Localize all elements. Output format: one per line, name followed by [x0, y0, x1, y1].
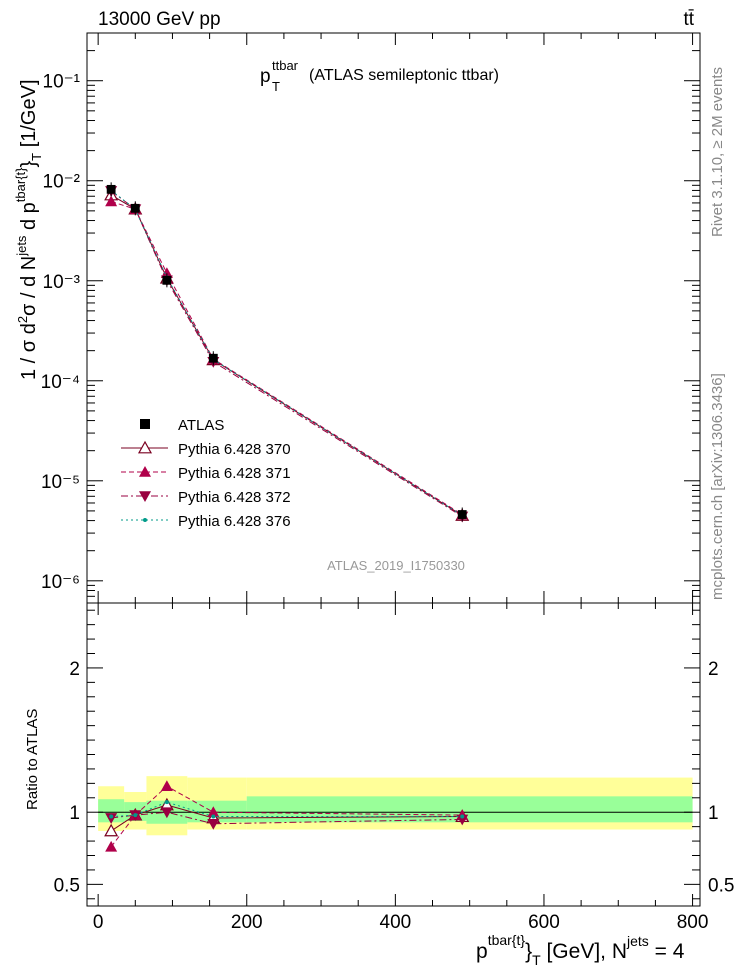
tick-labels: 0 200 400 600 800 10⁻⁶ 10⁻⁵ 10⁻⁴ 10⁻³ 10⁻² 10⁻¹ 0.5…: [41, 72, 735, 933]
data-point: [208, 353, 218, 363]
ratio-point: [207, 818, 220, 830]
legend-marker: [137, 440, 153, 454]
x-axis-label: ptbar{t}}T [GeV], Njets = 4: [476, 932, 685, 968]
ratio-point: [160, 807, 173, 819]
ratio-y-tick-label: 1: [69, 803, 80, 824]
x-tick-label: 200: [231, 912, 263, 933]
x-tick-label: 0: [93, 912, 104, 933]
ratio-point: [104, 823, 119, 837]
y-tick-label: 10⁻²: [43, 172, 81, 193]
title-sup: ttbar: [272, 58, 299, 73]
legend-label: ATLAS: [178, 417, 224, 434]
svg-text:ptbar{t}}T [GeV], Njets = 4: ptbar{t}}T [GeV], Njets = 4: [476, 932, 685, 968]
ratio-point: [109, 814, 114, 819]
rivet-label: Rivet 3.1.10, ≥ 2M events: [709, 67, 726, 237]
ratio-point: [105, 813, 118, 824]
title-sub: T: [272, 79, 280, 94]
legend: ATLAS Pythia 6.428 370 Pythia 6.428 371 Pyt…: [121, 417, 291, 530]
series-point: [160, 267, 173, 279]
ratio-line: [111, 801, 463, 818]
legend-label: Pythia 6.428 370: [178, 441, 291, 458]
data-point: [457, 510, 467, 519]
x-tick-label: 400: [380, 912, 412, 933]
legend-marker: [139, 466, 151, 477]
y-tick-label: 10⁻⁵: [41, 472, 80, 493]
ratio-y-tick-label: 2: [69, 659, 80, 680]
series-point: [105, 195, 118, 207]
x-tick-label: 800: [677, 912, 709, 933]
ratio-point: [160, 780, 173, 792]
y-tick-label: 10⁻⁶: [41, 572, 80, 593]
title-rest: (ATLAS semileptonic ttbar): [309, 67, 499, 84]
mcplots-label: mcplots.cern.ch [arXiv:1306.3436]: [709, 373, 726, 600]
ratio-point: [456, 814, 469, 826]
ratio-point: [164, 800, 169, 805]
ratio-point: [133, 813, 138, 818]
title-main: p: [260, 66, 271, 87]
svg-text:1 / σ d2σ / d Njets d ptbar{t}: 1 / σ d2σ / d Njets d ptbar{t}}T [1/GeV]: [13, 79, 44, 380]
legend-marker-data: [140, 419, 150, 429]
legend-label: Pythia 6.428 371: [178, 465, 291, 482]
y-axis-label-main: 1 / σ d2σ / d Njets d ptbar{t}}T [1/GeV]: [13, 79, 44, 380]
legend-label: Pythia 6.428 372: [178, 489, 291, 506]
ratio-point: [105, 840, 118, 852]
y-tick-label: 10⁻¹: [43, 72, 81, 93]
series-layer: [104, 182, 470, 852]
legend-marker: [143, 518, 147, 522]
header-right: tt̄: [683, 9, 694, 30]
legend-marker: [139, 491, 151, 502]
data-point: [162, 275, 172, 285]
ratio-y-tick-label-right: 2: [708, 659, 719, 680]
header-left: 13000 GeV pp: [98, 9, 221, 30]
data-point: [106, 184, 116, 194]
plot-title: p ttbar T (ATLAS semileptonic ttbar): [260, 58, 499, 94]
ratio-bands: [98, 776, 693, 836]
ratio-point: [207, 806, 220, 818]
data-point: [130, 203, 140, 213]
watermark: ATLAS_2019_I1750330: [327, 558, 465, 573]
legend-label: Pythia 6.428 376: [178, 513, 291, 530]
axis-ticks: [87, 33, 700, 906]
ratio-panel-frame: [86, 602, 701, 907]
ratio-point: [460, 814, 465, 819]
ratio-y-tick-label-right: 0.5: [708, 875, 734, 896]
band-stat: [246, 796, 693, 823]
ratio-y-tick-label: 0.5: [54, 875, 80, 896]
y-tick-label: 10⁻³: [43, 272, 81, 293]
y-axis-label-ratio: Ratio to ATLAS: [24, 709, 41, 810]
x-tick-label: 600: [528, 912, 560, 933]
ratio-y-tick-label-right: 1: [708, 803, 719, 824]
y-tick-label: 10⁻⁴: [41, 372, 80, 393]
ratio-point: [211, 814, 216, 819]
